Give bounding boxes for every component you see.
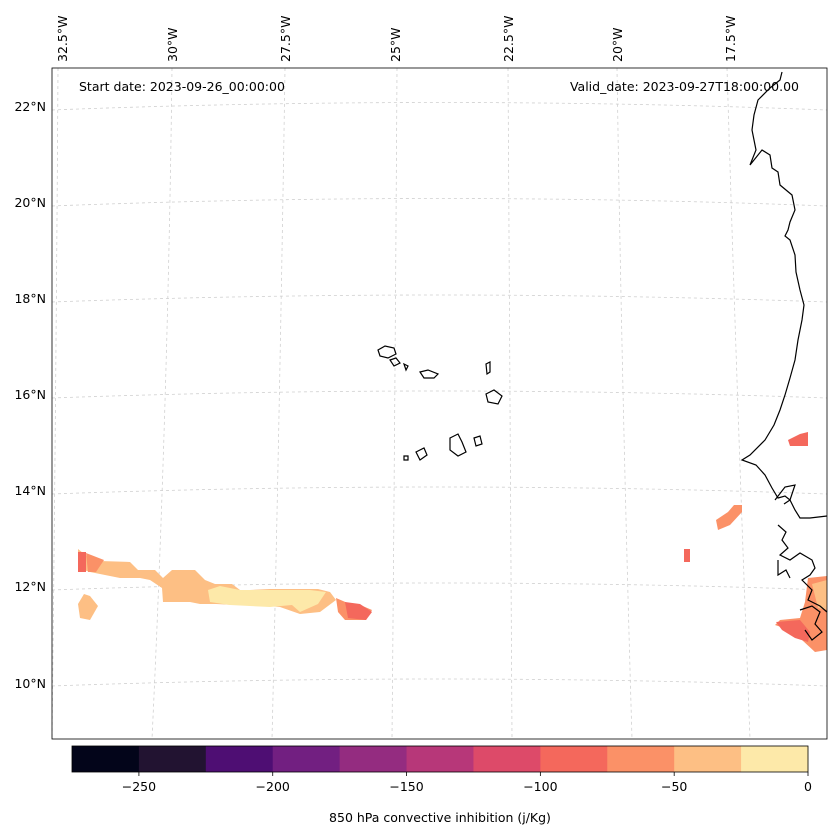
island-coastline: [485, 389, 503, 405]
colorbar-segment: [339, 746, 408, 772]
colorbar: [71, 745, 809, 776]
parallel-line: [51, 486, 828, 495]
longitude-label: 17.5°W: [723, 16, 738, 62]
africa-coastline: [774, 484, 796, 505]
colorbar-segment: [607, 746, 675, 772]
africa-coastline: [799, 605, 823, 641]
cin-region: [78, 552, 86, 572]
parallel-line: [51, 198, 828, 207]
coastlines: [377, 71, 828, 641]
cin-region: [716, 505, 742, 530]
longitude-label: 32.5°W: [55, 16, 70, 62]
africa-coastline: [777, 560, 791, 579]
latitude-label: 14°N: [14, 483, 46, 498]
africa-coastline: [740, 71, 828, 519]
start-date-label: Start date: 2023-09-26_00:00:00: [79, 79, 285, 94]
colorbar-tick-label: −50: [661, 779, 687, 794]
cin-region: [788, 432, 808, 446]
colorbar-segment: [272, 746, 341, 772]
cin-region: [208, 586, 326, 612]
island-coastline: [415, 447, 428, 461]
colorbar-segment: [138, 746, 207, 772]
longitude-label: 20°W: [610, 27, 625, 62]
colorbar-tick-label: −100: [523, 779, 557, 794]
island-coastline: [473, 435, 483, 447]
latitude-label: 22°N: [14, 99, 46, 114]
latitude-label: 18°N: [14, 291, 46, 306]
island-coastline: [402, 362, 409, 372]
map-frame: [51, 67, 828, 740]
island-coastline: [419, 369, 440, 379]
valid-date-label: Valid_date: 2023-09-27T18:00:00.00: [570, 79, 799, 94]
island-coastline: [403, 455, 409, 461]
island-coastline: [389, 357, 401, 367]
parallel-line: [51, 102, 828, 111]
longitude-label: 22.5°W: [501, 16, 516, 62]
cin-region: [776, 620, 810, 642]
meridian-line: [616, 67, 633, 740]
cin-contours: [78, 432, 827, 652]
colorbar-frame: [71, 745, 809, 773]
cin-region: [78, 594, 98, 620]
colorbar-tick-label: −250: [122, 779, 156, 794]
latitude-label: 10°N: [14, 676, 46, 691]
africa-coastline: [777, 524, 828, 613]
colorbar-title: 850 hPa convective inhibition (j/Kg): [329, 810, 551, 825]
longitude-label: 27.5°W: [278, 16, 293, 62]
latitude-label: 16°N: [14, 387, 46, 402]
colorbar-segment: [674, 746, 742, 772]
cin-region: [684, 549, 690, 562]
colorbar-segment: [540, 746, 608, 772]
longitude-labels: 32.5°W 30°W 27.5°W 25°W 22.5°W 20°W 17.5…: [55, 16, 738, 62]
map-panel: [52, 68, 827, 739]
latitude-labels: 22°N 20°N 18°N 16°N 14°N 12°N 10°N: [14, 99, 46, 691]
parallel-line: [51, 390, 828, 399]
colorbar-segment: [473, 746, 541, 772]
colorbar-segment: [205, 746, 274, 772]
colorbar-tick-label: −150: [389, 779, 423, 794]
island-coastline: [449, 433, 467, 457]
parallel-line: [51, 294, 828, 303]
latitude-label: 20°N: [14, 195, 46, 210]
cin-region: [86, 553, 104, 572]
cin-region: [345, 602, 372, 620]
colorbar-tick-label: 0: [804, 779, 812, 794]
colorbar-tick-label: −200: [256, 779, 290, 794]
cin-region: [812, 580, 827, 610]
colorbar-ticks: −250 −200 −150 −100 −50 0: [122, 779, 812, 794]
longitude-label: 30°W: [165, 27, 180, 62]
latitude-label: 12°N: [14, 579, 46, 594]
island-coastline: [485, 361, 491, 376]
cin-region: [775, 576, 827, 652]
island-coastline: [377, 345, 397, 359]
colorbar-segment: [72, 746, 140, 772]
meridian-line: [726, 67, 751, 740]
colorbar-segment: [406, 746, 474, 772]
parallel-line: [51, 678, 828, 687]
colorbar-segment: [741, 746, 809, 772]
longitude-label: 25°W: [388, 27, 403, 62]
